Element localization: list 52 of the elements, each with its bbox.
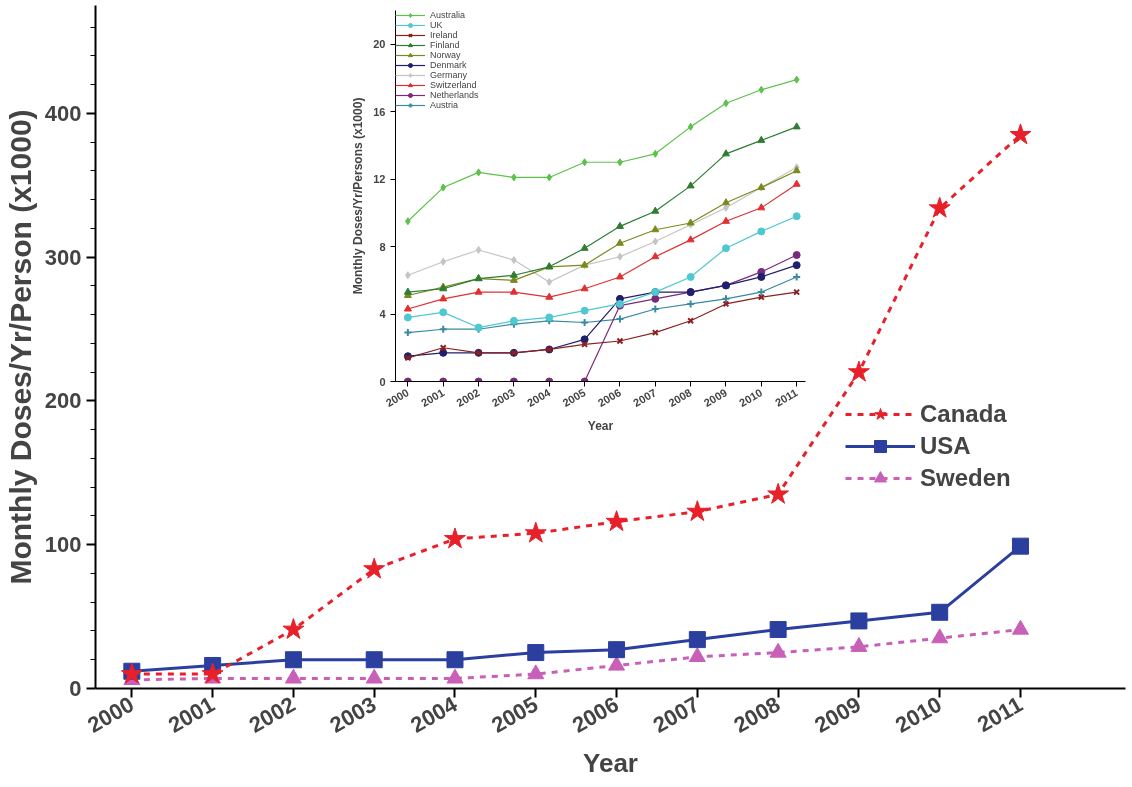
y-tick-label: 200 [44, 388, 82, 414]
x-axis-title: Year [583, 747, 638, 778]
legend-label: Denmark [430, 60, 467, 70]
x-tick-label: 2002 [244, 691, 300, 738]
legend-label: Switzerland [430, 80, 477, 90]
legend-label: Netherlands [430, 90, 479, 100]
x-tick-label: 2002 [454, 386, 482, 409]
x-tick-label: 2009 [701, 386, 729, 409]
y-tick-label: 0 [69, 676, 82, 701]
x-tick-label: 2010 [737, 386, 765, 409]
y-axis-title: Monthly Doses/Yr/Persons (x1000) [351, 97, 366, 295]
y-tick-label: 8 [379, 240, 386, 253]
x-tick-label: 2008 [666, 386, 694, 409]
x-tick-label: 2004 [406, 691, 462, 738]
x-tick-label: 2000 [83, 691, 139, 738]
y-tick-label: 300 [44, 244, 82, 270]
y-tick-label: 20 [373, 38, 386, 51]
legend-label: Finland [430, 40, 460, 50]
x-tick-label: 2000 [383, 386, 411, 409]
x-tick-label: 2011 [773, 386, 800, 409]
legend-label: Canada [920, 400, 1007, 428]
x-tick-label: 2006 [567, 691, 623, 738]
y-axis-title: Monthly Doses/Yr/Person (x1000) [3, 109, 37, 585]
x-tick-label: 2004 [525, 385, 554, 409]
x-tick-label: 2005 [560, 386, 588, 409]
legend-label: Norway [430, 50, 461, 60]
x-tick-label: 2001 [419, 386, 447, 409]
x-tick-label: 2008 [729, 691, 785, 738]
x-tick-label: 2006 [595, 386, 623, 409]
x-tick-label: 2005 [487, 691, 543, 738]
x-tick-label: 2010 [891, 691, 946, 738]
x-tick-label: 2011 [972, 691, 1027, 738]
x-axis-title: Year [587, 418, 614, 433]
y-tick-label: 16 [373, 105, 386, 118]
x-tick-label: 2009 [810, 691, 866, 738]
legend-label: Sweden [920, 464, 1011, 492]
y-tick-label: 400 [44, 100, 82, 126]
legend-label: USA [920, 432, 971, 460]
y-tick-label: 0 [379, 375, 386, 388]
y-tick-label: 4 [379, 308, 387, 321]
legend-label: Austria [430, 100, 459, 110]
legend-label: Germany [430, 70, 468, 80]
x-tick-label: 2003 [325, 691, 381, 738]
x-tick-label: 2001 [164, 691, 219, 738]
legend-label: Ireland [430, 30, 458, 40]
legend-label: UK [430, 20, 444, 30]
y-tick-label: 12 [373, 173, 386, 186]
y-tick-label: 100 [44, 532, 82, 558]
legend-label: Australia [430, 10, 466, 20]
x-tick-label: 2007 [631, 386, 659, 409]
x-tick-label: 2007 [648, 691, 704, 738]
x-tick-label: 2003 [489, 386, 517, 409]
